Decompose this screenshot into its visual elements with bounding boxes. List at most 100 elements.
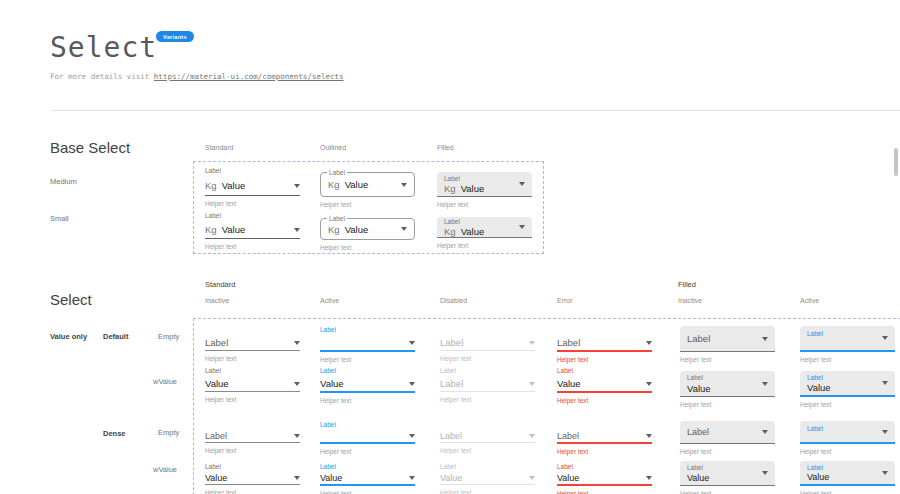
select-standard-disabled[interactable]: LabelValueHelper text (440, 462, 535, 494)
select-helper-text: Helper text (205, 396, 300, 403)
dropdown-arrow-icon (646, 382, 652, 386)
dropdown-arrow-icon (401, 183, 407, 187)
dropdown-arrow-icon (529, 434, 535, 438)
row-header-medium: Medium (50, 177, 77, 186)
select-standard-inactive[interactable]: LabelValueHelper text (205, 462, 300, 494)
select-floating-label: Label (687, 373, 768, 382)
dropdown-arrow-icon (646, 476, 652, 480)
select-outline-box: LabelKgValue (320, 218, 415, 240)
column-header-outlined: Outlined (320, 144, 346, 151)
docs-link[interactable]: https://material-ui.com/components/selec… (154, 72, 344, 81)
select-standard-inactive[interactable]: LabelLabelHelper text (205, 420, 300, 454)
select-helper-text: Helper text (205, 447, 300, 454)
select-filled-inactive[interactable]: LabelKgValueHelper text (437, 172, 532, 208)
select-value: Label (557, 431, 579, 441)
select-value: Value (345, 224, 369, 235)
select-value: Value (687, 383, 711, 394)
select-helper-text: Helper text (680, 448, 775, 455)
row-group-header-value-only: Value only (50, 332, 87, 341)
select-floating-label: Label (205, 366, 300, 376)
mode-header-wvalue-1: wValue (153, 377, 177, 386)
select-helper-text: Helper text (205, 200, 300, 207)
select-standard-error[interactable]: LabelValueHelper text (557, 366, 652, 404)
select-standard-error[interactable]: LabelValueHelper text (557, 462, 652, 494)
select-filled-active[interactable]: LabelValueHelper text (800, 371, 895, 408)
select-floating-label: Label (320, 462, 415, 471)
select-underline (205, 391, 300, 392)
mode-header-empty-2: Empty (158, 428, 179, 437)
select-adornment: Kg (205, 180, 217, 191)
select-helper-text: Helper text (205, 243, 300, 250)
select-floating-label: Label (440, 366, 535, 376)
select-adornment: Kg (328, 179, 340, 190)
select-value: Label (687, 427, 709, 437)
select-standard-active[interactable]: LabelHelper text (320, 325, 415, 363)
select-helper-text: Helper text (800, 401, 895, 408)
select-filled-inactive[interactable]: LabelValueHelper text (680, 461, 775, 494)
select-standard-error[interactable]: LabelLabelHelper text (557, 325, 652, 363)
select-underline (557, 484, 652, 486)
select-value: Value (205, 378, 229, 389)
select-filled-inactive[interactable]: LabelKgValueHelper text (437, 217, 532, 249)
select-helper-text: Helper text (320, 397, 415, 404)
select-floating-label: Label (557, 462, 652, 471)
dropdown-arrow-icon (882, 381, 888, 385)
state-header-active-1: Active (320, 297, 339, 304)
select-helper-text: Helper text (680, 356, 775, 363)
select-filled-active[interactable]: LabelValueHelper text (800, 461, 895, 494)
dropdown-arrow-icon (882, 471, 888, 475)
select-outlined[interactable]: LabelKgValueHelper text (320, 168, 415, 208)
dropdown-arrow-icon (294, 434, 300, 438)
select-floating-label: Label (320, 366, 415, 376)
dropdown-arrow-icon (409, 341, 415, 345)
select-floating-label: Label (320, 420, 415, 429)
state-header-active-5: Active (800, 297, 819, 304)
select-standard-inactive[interactable]: Label Value Helper text (205, 366, 300, 403)
select-outlined[interactable]: LabelKgValueHelper text (320, 214, 415, 251)
select-value: Value (687, 473, 709, 483)
select-standard-active[interactable]: LabelValueHelper text (320, 462, 415, 494)
select-filled-box: Label (800, 326, 895, 352)
select-value: Label (205, 337, 228, 348)
select-value: Label (440, 431, 462, 441)
select-filled-inactive[interactable]: LabelValue Helper text (680, 371, 775, 408)
select-underline (320, 350, 415, 352)
select-outline-box: LabelKgValue (320, 172, 415, 197)
dropdown-arrow-icon (519, 182, 525, 186)
state-header-disabled-2: Disabled (440, 297, 467, 304)
state-header-error-3: Error (557, 297, 573, 304)
select-value: Label (557, 337, 580, 348)
select-standard-error[interactable]: LabelLabelHelper text (557, 420, 652, 455)
select-filled-box: LabelValue (680, 371, 775, 397)
state-header-inactive-0: Inactive (205, 297, 229, 304)
select-helper-text: Helper text (680, 401, 775, 408)
select-standard-inactive[interactable]: LabelLabelHelper text (205, 325, 300, 362)
select-value: Label (205, 431, 227, 441)
select-underline (320, 484, 415, 486)
subtitle-text: For more details visit (50, 72, 154, 81)
scrollbar-thumb[interactable] (894, 148, 898, 176)
select-underline (205, 442, 300, 443)
select-floating-label: Label (807, 424, 888, 433)
select-standard-active[interactable]: LabelHelper text (320, 420, 415, 455)
select-helper-text: Helper text (437, 242, 532, 249)
select-helper-text: Helper text (205, 355, 300, 362)
select-filled-inactive[interactable]: Label Helper text (680, 421, 775, 455)
select-standard-inactive[interactable]: LabelKgValueHelper text (205, 211, 300, 250)
select-filled-box: LabelValue (800, 461, 895, 486)
select-standard-disabled[interactable]: LabelLabelHelper text (440, 420, 535, 454)
select-filled-active[interactable]: LabelHelper text (800, 421, 895, 455)
select-standard-inactive[interactable]: LabelKgValueHelper text (205, 166, 300, 207)
select-standard-disabled[interactable]: LabelLabelHelper text (440, 366, 535, 403)
state-header-inactive-4: Inactive (678, 297, 702, 304)
variants-badge: Variants (156, 31, 194, 42)
select-floating-label: Label (807, 329, 888, 338)
select-standard-disabled[interactable]: LabelLabelHelper text (440, 325, 535, 362)
dropdown-arrow-icon (762, 382, 768, 386)
select-filled-active[interactable]: LabelHelper text (800, 326, 895, 363)
select-value: Value (320, 473, 342, 483)
select-standard-active[interactable]: LabelValueHelper text (320, 366, 415, 404)
select-filled-inactive[interactable]: LabelHelper text (680, 326, 775, 363)
select-value: Value (205, 473, 227, 483)
mode-header-wvalue-3: wValue (153, 465, 177, 474)
